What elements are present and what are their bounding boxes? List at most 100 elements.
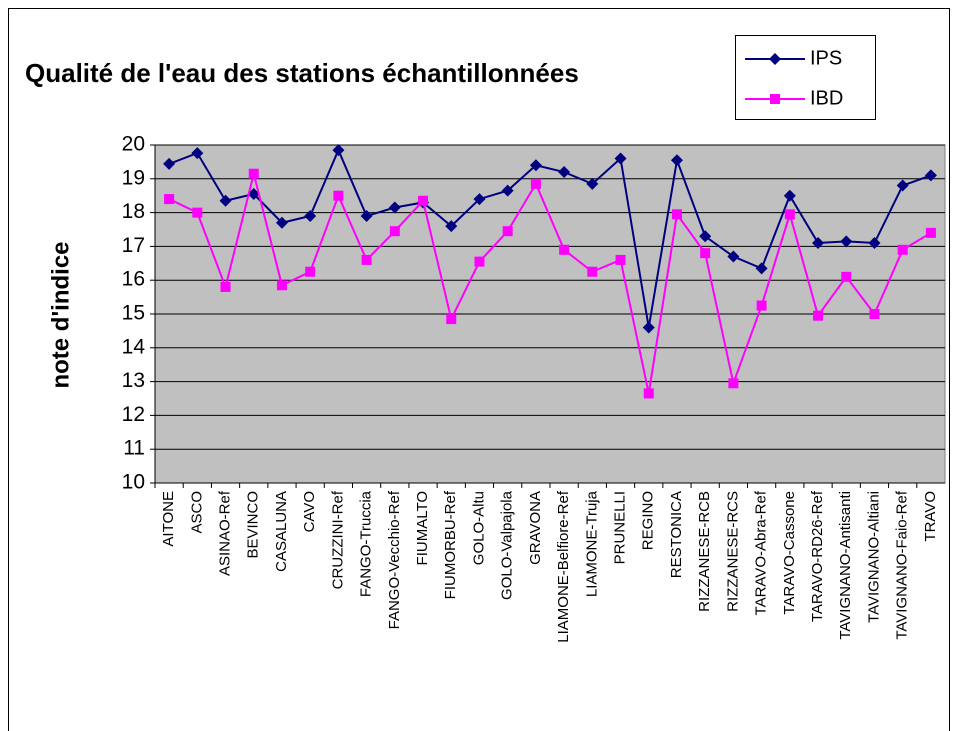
x-tick-label: GOLO-Valpajola <box>499 490 516 600</box>
data-point <box>445 220 458 233</box>
chart-title: Qualité de l'eau des stations échantillo… <box>25 58 579 88</box>
data-point <box>812 237 825 250</box>
data-point <box>840 235 853 248</box>
legend-label: IBD <box>810 87 843 109</box>
x-tick-label: TARAVO-Abra-Ref <box>753 490 770 615</box>
data-point <box>755 262 768 275</box>
x-tick-label: FANGO-Truccia <box>358 490 375 597</box>
data-point <box>699 230 712 243</box>
x-tick-label: LIAMONE-Truja <box>583 490 600 597</box>
data-point <box>418 195 429 206</box>
data-point <box>558 166 571 179</box>
data-point <box>783 189 796 202</box>
data-point <box>388 201 401 214</box>
x-tick-label: RESTONICA <box>668 491 685 578</box>
data-point <box>501 184 514 197</box>
data-point <box>756 300 767 311</box>
x-tick-label: TAVIGNANO-Altiani <box>865 491 882 623</box>
x-tick-label: TARAVO-RD26-Ref <box>809 490 826 622</box>
legend-label: IPS <box>810 47 842 69</box>
data-point <box>389 226 400 237</box>
x-tick-label: BEVINCO <box>245 491 262 559</box>
x-tick-label: FIUMALTO <box>414 491 431 565</box>
data-point <box>164 194 175 205</box>
data-point <box>219 194 232 207</box>
data-point <box>615 254 626 265</box>
data-point <box>587 266 598 277</box>
y-tick-label: 15 <box>122 302 145 325</box>
legend-marker <box>769 53 781 65</box>
x-tick-label: TAVIGNANO-Faio-Ref <box>894 490 911 639</box>
data-point <box>868 237 881 250</box>
data-point <box>897 244 908 255</box>
y-tick-label: 20 <box>122 133 145 156</box>
data-point <box>586 177 599 190</box>
data-point <box>192 207 203 218</box>
data-point <box>784 209 795 220</box>
data-point <box>191 147 204 160</box>
x-tick-label: TARAVO-Cassone <box>781 491 798 615</box>
y-axis-label: note d'indice <box>47 241 74 388</box>
data-point <box>813 310 824 321</box>
data-point <box>248 168 259 179</box>
y-tick-label: 18 <box>122 200 145 223</box>
data-point <box>643 388 654 399</box>
data-point <box>869 309 880 319</box>
x-tick-label: PRUNELLI <box>612 491 629 564</box>
data-point <box>529 159 542 172</box>
x-tick-label: ASCO <box>188 491 205 534</box>
data-point <box>276 280 287 291</box>
y-tick-label: 13 <box>122 369 145 392</box>
y-tick-label: 19 <box>122 166 145 189</box>
y-tick-label: 16 <box>122 268 145 291</box>
x-tick-label: RIZZANESE-RCS <box>724 491 741 612</box>
data-point <box>614 152 627 165</box>
y-tick-label: 11 <box>123 437 145 460</box>
series-line <box>168 147 932 328</box>
data-point <box>275 216 288 229</box>
data-point <box>446 314 457 325</box>
data-point <box>924 169 937 182</box>
data-point <box>728 378 739 389</box>
x-tick-label: GRAVONA <box>527 491 544 565</box>
x-tick-label: CAVO <box>301 491 318 532</box>
y-tick-label: 14 <box>122 335 146 358</box>
data-point <box>727 250 740 263</box>
data-point <box>474 256 485 267</box>
data-point <box>333 190 344 201</box>
data-point <box>559 244 570 255</box>
y-tick-label: 10 <box>122 471 145 494</box>
data-point <box>220 281 231 292</box>
data-point <box>361 254 372 265</box>
data-point <box>671 209 682 220</box>
x-tick-label: FANGO-Vecchio-Ref <box>386 490 403 629</box>
data-point <box>305 266 316 277</box>
data-point <box>642 321 655 334</box>
data-point <box>530 178 541 189</box>
data-point <box>670 154 683 167</box>
data-point <box>163 157 176 170</box>
data-point <box>360 209 373 222</box>
x-tick-label: TAVIGNANO-Antisanti <box>837 491 854 640</box>
x-tick-label: CASALUNA <box>273 491 290 572</box>
data-point <box>304 209 317 222</box>
x-tick-label: ASINAO-Ref <box>217 490 234 576</box>
data-point <box>896 179 909 192</box>
x-tick-label: AITONE <box>160 491 177 547</box>
x-tick-label: RIZZANESE-RCB <box>696 491 713 612</box>
x-tick-label: TRAVO <box>922 491 939 542</box>
data-point <box>332 144 345 157</box>
frame <box>8 8 950 731</box>
x-tick-label: FIUMORBU-Ref <box>442 490 459 599</box>
legend-marker <box>770 94 780 104</box>
x-tick-label: CRUZZINI-Ref <box>329 490 346 589</box>
data-point <box>247 188 260 201</box>
x-tick-label: LIAMONE-Belfiore-Ref <box>555 490 572 643</box>
data-point <box>473 193 486 206</box>
data-point <box>502 226 513 237</box>
data-point <box>841 271 852 282</box>
data-point <box>700 248 711 259</box>
data-point <box>925 227 936 238</box>
y-tick-label: 12 <box>122 403 145 426</box>
x-tick-label: GOLO-Altu <box>470 491 487 565</box>
